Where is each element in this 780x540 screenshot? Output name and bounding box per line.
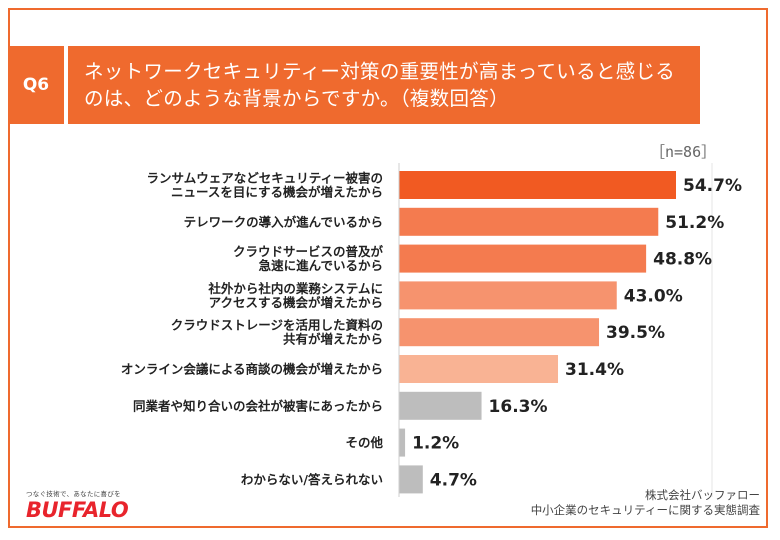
value-label-6: 31.4%	[565, 360, 624, 380]
value-label-3: 48.8%	[653, 250, 712, 270]
value-label-5: 39.5%	[606, 323, 665, 343]
category-label-4-line-1: 社外から社内の業務システムに	[207, 281, 383, 296]
value-label-8: 1.2%	[412, 434, 459, 454]
category-label-1-line-1: ランサムウェアなどセキュリティー被害の	[146, 171, 383, 186]
value-label-2: 51.2%	[665, 213, 724, 233]
category-label-7-line-1: 同業者や知り合いの会社が被害にあったから	[133, 398, 383, 413]
category-label-8-line-1: その他	[345, 435, 383, 450]
value-label-4: 43.0%	[624, 286, 683, 306]
buffalo-logo: つなぐ技術で、あなたに喜びを BUFFALO	[26, 488, 129, 522]
bar-5	[399, 318, 600, 347]
bar-3	[399, 244, 647, 273]
question-title-line-1: ネットワークセキュリティー対策の重要性が高まっていると感じる	[84, 60, 676, 83]
category-label-6-line-1: オンライン会議による商談の機会が増えたから	[121, 362, 383, 377]
source-company: 株式会社バッファロー	[645, 488, 760, 502]
category-label-1-line-2: ニュースを目にする機会が増えたから	[171, 185, 383, 200]
logo-tagline: つなぐ技術で、あなたに喜びを	[26, 490, 121, 498]
bar-4	[399, 281, 617, 310]
bar-9	[399, 465, 423, 494]
sample-size-label: ［n=86］	[650, 143, 717, 161]
source-survey: 中小企業のセキュリティーに関する実態調査	[530, 503, 760, 517]
value-label-9: 4.7%	[430, 470, 477, 490]
logo-brand: BUFFALO	[26, 498, 129, 522]
bar-6	[399, 355, 559, 383]
bar-1	[399, 171, 676, 199]
bar-7	[399, 391, 482, 420]
category-label-5-line-2: 共有が増えたから	[283, 332, 383, 347]
question-badge: Q6	[8, 46, 64, 124]
category-label-9-line-1: わからない/答えられない	[241, 472, 383, 487]
bar-2	[399, 207, 659, 236]
source-note: 株式会社バッファロー 中小企業のセキュリティーに関する実態調査	[531, 488, 760, 518]
category-label-3-line-1: クラウドサービスの普及が	[233, 244, 384, 259]
category-label-5-line-1: クラウドストレージを活用した資料の	[171, 318, 383, 333]
category-label-2-line-1: テレワークの導入が進んでいるから	[184, 214, 383, 229]
category-label-4-line-2: アクセスする機会が増えたから	[209, 295, 383, 310]
question-title: ネットワークセキュリティー対策の重要性が高まっていると感じる のは、どのような背…	[68, 46, 700, 124]
value-label-7: 16.3%	[489, 397, 548, 417]
chart-frame	[8, 8, 768, 528]
bar-8	[399, 428, 406, 457]
category-label-3-line-2: 急速に進んでいるから	[259, 258, 383, 273]
question-title-line-2: のは、どのような背景からですか。（複数回答）	[84, 87, 509, 110]
value-label-1: 54.7%	[683, 176, 742, 196]
